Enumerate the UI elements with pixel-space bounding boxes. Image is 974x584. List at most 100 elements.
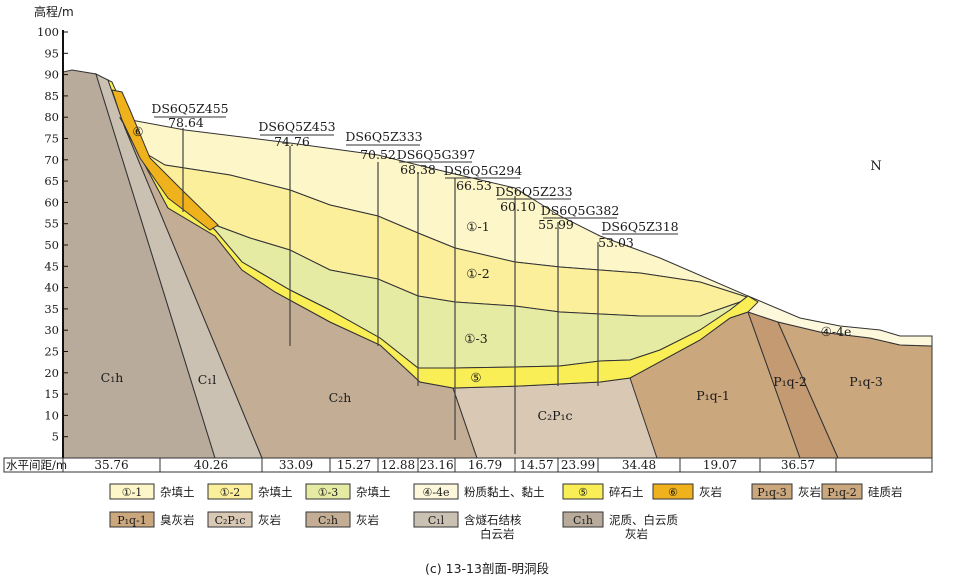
legend-code: C₂h (318, 514, 338, 527)
axis-tick-label: 40 (44, 281, 59, 295)
axis-tick-label: 90 (44, 68, 59, 82)
borehole-elevation: 66.53 (456, 178, 492, 193)
figure-caption: (c) 13-13剖面-明洞段 (425, 561, 549, 576)
legend-swatch (305, 511, 351, 528)
legend-swatch (652, 483, 694, 500)
legend-code: ①-1 (122, 486, 143, 499)
borehole-elevation: 74.76 (274, 134, 310, 149)
label-1-1: ①-1 (466, 219, 489, 234)
axis-tick-label: 95 (44, 46, 59, 60)
legend-description: 灰岩 (798, 485, 821, 499)
axis-tick-label: 45 (44, 259, 59, 273)
axis-ticks: 5 10 15 20 25 30 35 40 45 50 55 60 65 70 75 80 85 90 95 100 (37, 25, 68, 444)
distance-value: 40.26 (194, 458, 228, 472)
borehole-labels: DS6Q5Z455 78.64 DS6Q5Z453 74.76 DS6Q5Z33… (151, 101, 678, 250)
distance-value: 36.57 (781, 458, 815, 472)
legend-swatch (109, 511, 155, 528)
distance-value: 19.07 (703, 458, 737, 472)
legend-description: 含燧石结核 (464, 513, 522, 527)
legend-swatch (751, 483, 793, 500)
label-5: ⑤ (470, 370, 481, 385)
axis-tick-label: 20 (44, 366, 59, 380)
unit-labels: ①-1 ①-2 ①-3 ⑤ ⑥ ④-4e C₁h C₁l C₂h C₂P₁c P… (101, 124, 883, 423)
borehole-elevation: 53.03 (598, 235, 634, 250)
label-1-3: ①-3 (464, 331, 487, 346)
distance-value: 14.57 (519, 458, 553, 472)
distance-table: 水平间距/m 35.76 40.26 33.09 15.27 12.88 23.16 16.… (3, 457, 933, 473)
borehole-elevation: 78.64 (168, 115, 204, 130)
axis-tick-label: 70 (44, 153, 59, 167)
elevation-axis: 高程/m 5 10 15 20 25 30 35 40 45 50 55 60 65 70 75 80 85 90… (34, 4, 74, 462)
legend-swatch (413, 511, 459, 528)
legend-code: ①-2 (220, 486, 241, 499)
axis-tick-label: 75 (44, 132, 59, 146)
label-p1q3: P₁q-3 (849, 374, 883, 389)
axis-tick-label: 55 (44, 217, 59, 231)
axis-tick-label: 60 (44, 195, 59, 209)
legend-code: ①-3 (318, 486, 339, 499)
label-c2p1c: C₂P₁c (538, 408, 573, 423)
legend-description: 臭灰岩 (160, 513, 195, 527)
legend-description: 灰岩 (356, 513, 379, 527)
legend-description: 泥质、白云质 (609, 513, 678, 527)
legend-code: P₁q-2 (827, 486, 857, 499)
borehole-name: DS6Q5Z455 (151, 101, 228, 116)
axis-tick-label: 80 (44, 110, 59, 124)
legend-swatch (109, 483, 155, 500)
axis-tick-label: 30 (44, 323, 59, 337)
legend-description: 杂填土 (258, 485, 293, 499)
distance-value: 33.09 (279, 458, 313, 472)
distance-value: 34.48 (622, 458, 656, 472)
legend-code: P₁q-3 (757, 486, 787, 499)
legend-swatch (562, 511, 604, 528)
distance-value: 16.79 (468, 458, 502, 472)
legend-swatch (305, 483, 351, 500)
axis-tick-label: 25 (44, 345, 59, 359)
legend-description: 粉质黏土、黏土 (464, 485, 545, 499)
borehole-elevation: 68.38 (400, 162, 436, 177)
borehole-lines (182, 128, 599, 454)
legend-code: ⑤ (578, 486, 588, 499)
distance-value: 23.99 (561, 458, 595, 472)
borehole-name: DS6Q5Z233 (495, 184, 572, 199)
axis-tick-label: 100 (37, 25, 59, 39)
borehole-elevation: 55.99 (538, 217, 574, 232)
label-p1q2: P₁q-2 (773, 374, 807, 389)
legend-swatch (413, 483, 459, 500)
legend-code: ⑥ (668, 486, 678, 499)
legend-swatch (821, 483, 863, 500)
axis-tick-label: 65 (44, 174, 59, 188)
legend-swatch (207, 483, 253, 500)
axis-tick-label: 85 (44, 89, 59, 103)
legend-description: 灰岩 (625, 527, 648, 541)
legend-description: 灰岩 (258, 513, 281, 527)
legend-swatch (207, 511, 253, 528)
legend-description: 白云岩 (480, 527, 515, 541)
label-p1q1: P₁q-1 (696, 388, 730, 403)
legend-code: C₁h (573, 514, 593, 527)
borehole-name: DS6Q5G397 (397, 147, 476, 162)
axis-tick-label: 35 (44, 302, 59, 316)
distance-value: 15.27 (337, 458, 371, 472)
distance-value: 12.88 (381, 458, 415, 472)
axis-tick-label: 15 (44, 387, 59, 401)
label-1-2: ①-2 (466, 266, 489, 281)
borehole-name: DS6Q5G382 (541, 203, 620, 218)
distance-table-title: 水平间距/m (6, 458, 67, 472)
axis-tick-label: 10 (44, 408, 59, 422)
legend-code: P₁q-1 (117, 514, 147, 527)
borehole-name: DS6Q5Z453 (258, 119, 335, 134)
axis-tick-label: 50 (44, 238, 59, 252)
legend-description: 硅质岩 (868, 485, 903, 499)
legend-description: 杂填土 (160, 485, 195, 499)
layer-5 (107, 78, 759, 389)
label-c1l: C₁l (198, 372, 217, 387)
label-6: ⑥ (132, 124, 143, 139)
borehole-elevation: 70.52 (360, 147, 396, 162)
legend-description: 碎石土 (609, 485, 644, 499)
legend-swatch (562, 483, 604, 500)
axis-title: 高程/m (34, 4, 74, 19)
legend: ①-1 杂填土 ①-2 杂填土 ①-3 杂填土 ④-4e 粉质黏土、黏土 ⑤ 碎石土 ⑥ 灰岩 P₁q-… (109, 483, 903, 541)
